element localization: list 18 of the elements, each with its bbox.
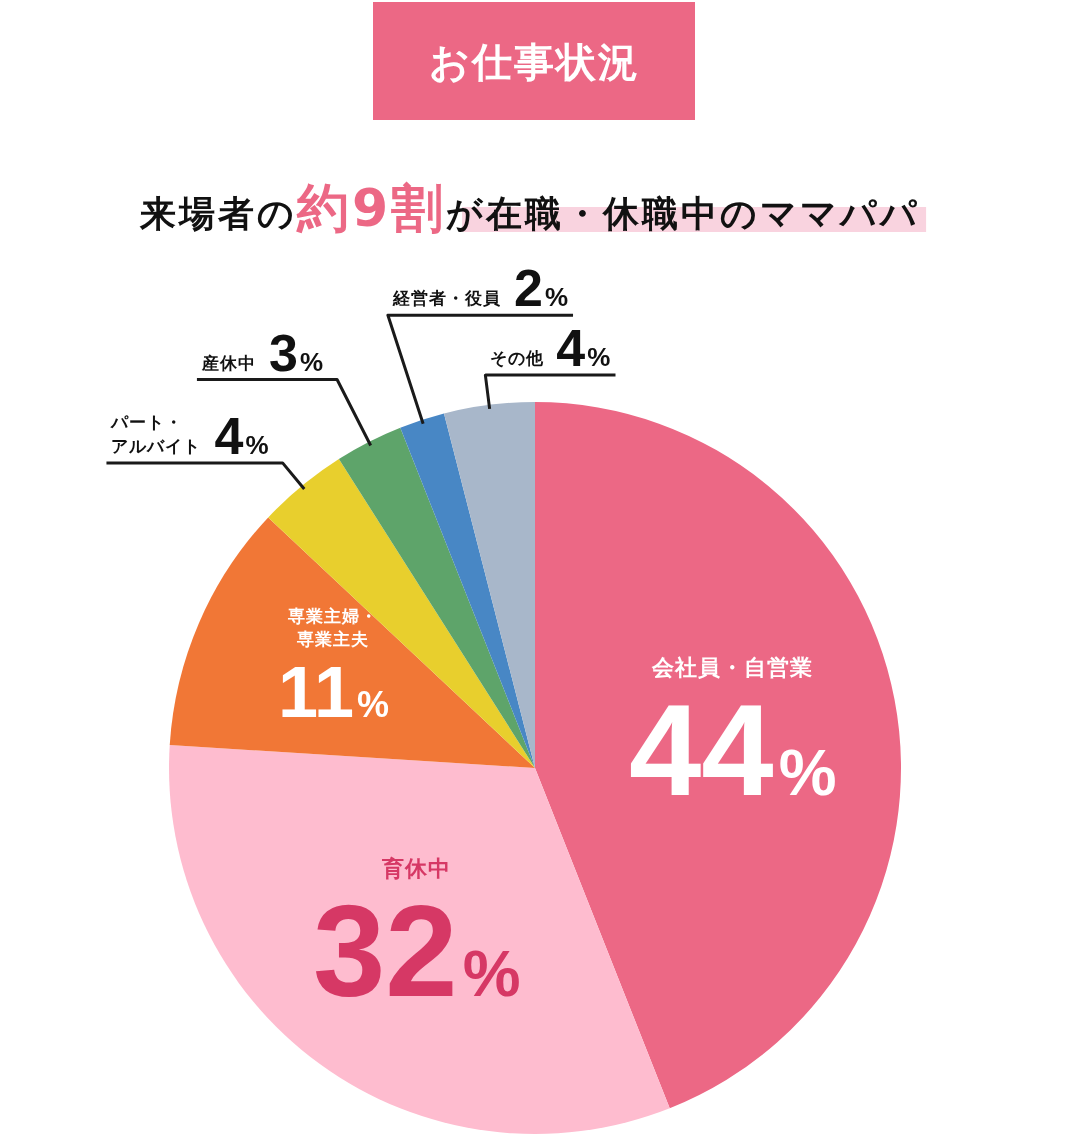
- slice-label: その他: [490, 348, 545, 369]
- slice-label: パート・アルバイト: [110, 411, 202, 456]
- slice-label: 産休中: [200, 352, 256, 373]
- chart-subtitle: 来場者の約9割が在職・休職中のママパパ: [138, 178, 921, 238]
- chart-title: お仕事状況: [428, 39, 640, 85]
- data-label: 2%: [513, 259, 569, 318]
- slice-label: 会社員・自営業: [651, 655, 814, 681]
- pie-slice: [535, 402, 901, 1109]
- pie-slice: [443, 402, 535, 768]
- data-label: 4%: [214, 406, 269, 465]
- data-label: 4%: [556, 319, 611, 378]
- slice-label: 専業主婦・専業主夫: [287, 606, 379, 649]
- slice-label: 経営者・役員: [391, 288, 501, 309]
- pie-slice: [169, 517, 535, 768]
- data-label: 3%: [268, 323, 324, 382]
- pie-slice: [400, 413, 535, 768]
- pie-slice: [268, 458, 535, 768]
- data-label: 11%: [277, 651, 389, 732]
